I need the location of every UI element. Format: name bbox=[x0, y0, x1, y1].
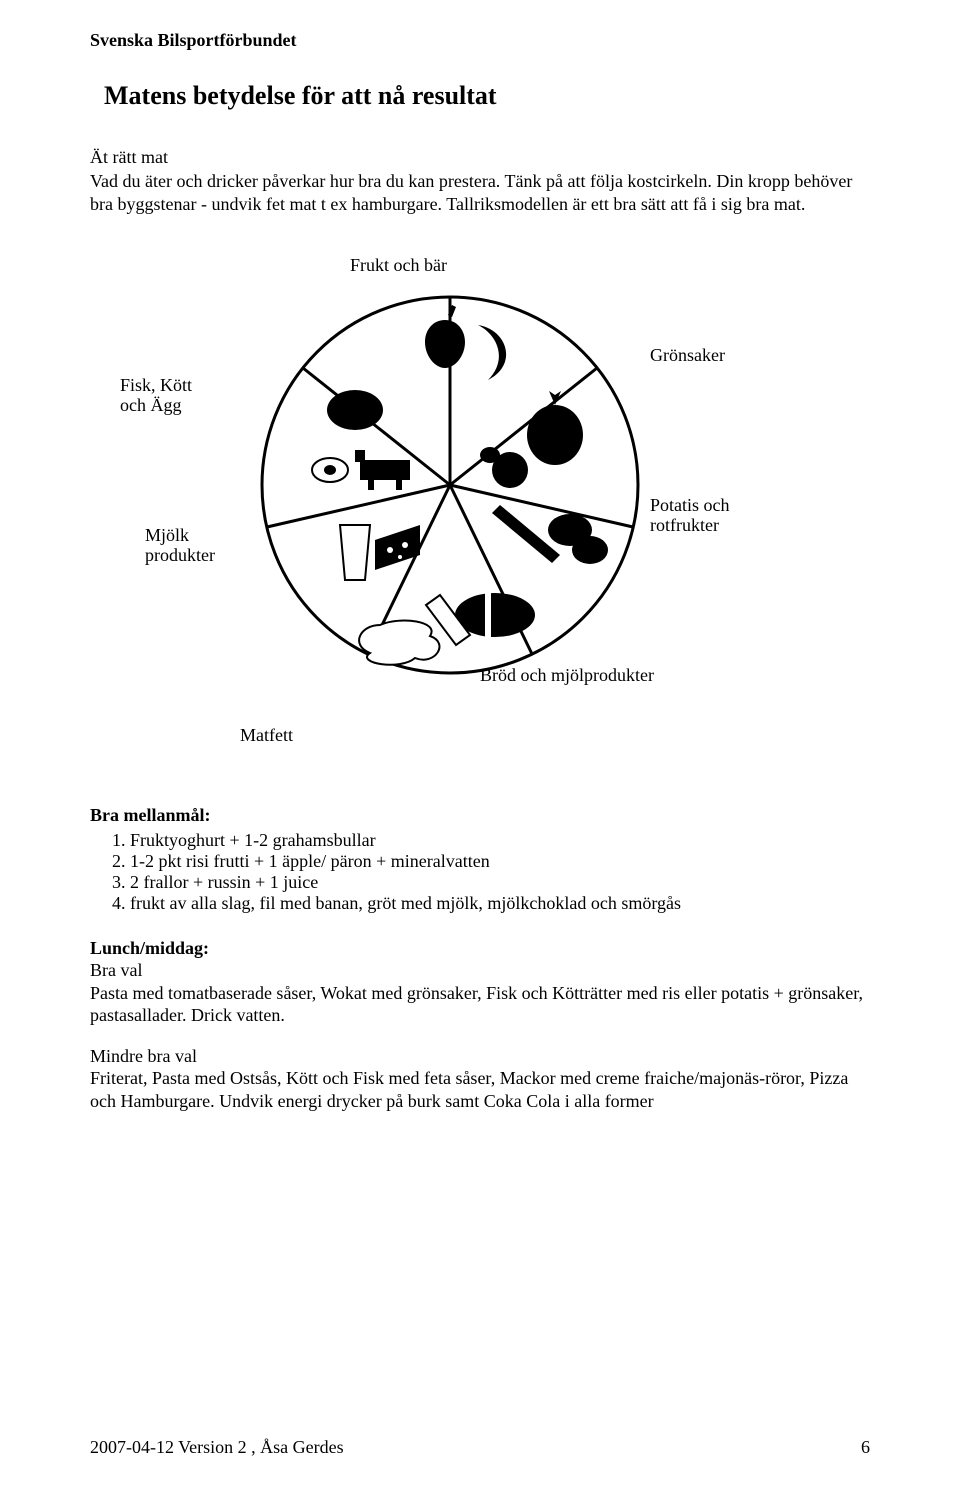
good-choice-text: Pasta med tomatbaserade såser, Wokat med… bbox=[90, 982, 870, 1027]
label-fat: Matfett bbox=[240, 725, 293, 746]
lunch-heading: Lunch/middag: bbox=[90, 938, 870, 959]
document-page: Svenska Bilsportförbundet Matens betydel… bbox=[0, 0, 960, 1486]
label-fish-1: Fisk, Kött bbox=[120, 375, 192, 396]
snacks-block: Bra mellanmål: Fruktyoghurt + 1-2 graham… bbox=[90, 805, 870, 914]
food-circle-svg bbox=[260, 295, 640, 675]
bad-choice-text: Friterat, Pasta med Ostsås, Kött och Fis… bbox=[90, 1067, 870, 1112]
snacks-heading: Bra mellanmål: bbox=[90, 805, 870, 826]
footer-page-number: 6 bbox=[861, 1437, 870, 1458]
footer-left: 2007-04-12 Version 2 , Åsa Gerdes bbox=[90, 1437, 344, 1458]
label-vegetables: Grönsaker bbox=[650, 345, 725, 366]
label-fruit: Frukt och bär bbox=[350, 255, 447, 276]
label-bread: Bröd och mjölprodukter bbox=[480, 665, 654, 686]
list-item: 2 frallor + russin + 1 juice bbox=[130, 872, 870, 893]
label-potato-1: Potatis och bbox=[650, 495, 730, 516]
label-milk-2: produkter bbox=[145, 545, 215, 566]
intro-heading: Ät rätt mat bbox=[90, 147, 870, 168]
label-milk-1: Mjölk bbox=[145, 525, 189, 546]
label-potato-2: rotfrukter bbox=[650, 515, 719, 536]
intro-block: Ät rätt mat Vad du äter och dricker påve… bbox=[90, 147, 870, 215]
list-item: frukt av alla slag, fil med banan, gröt … bbox=[130, 893, 870, 914]
lunch-block: Lunch/middag: Bra val Pasta med tomatbas… bbox=[90, 938, 870, 1112]
list-item: 1-2 pkt risi frutti + 1 äpple/ päron + m… bbox=[130, 851, 870, 872]
intro-text: Vad du äter och dricker påverkar hur bra… bbox=[90, 170, 870, 215]
page-footer: 2007-04-12 Version 2 , Åsa Gerdes 6 bbox=[90, 1437, 870, 1458]
list-item: Fruktyoghurt + 1-2 grahamsbullar bbox=[130, 830, 870, 851]
label-fish-2: och Ägg bbox=[120, 395, 182, 416]
food-circle-diagram: Frukt och bär Grönsaker Potatis och rotf… bbox=[90, 245, 810, 765]
good-choice-label: Bra val bbox=[90, 959, 870, 982]
snacks-list: Fruktyoghurt + 1-2 grahamsbullar 1-2 pkt… bbox=[90, 830, 870, 914]
organization-name: Svenska Bilsportförbundet bbox=[90, 30, 870, 51]
page-title: Matens betydelse för att nå resultat bbox=[104, 81, 870, 111]
bad-choice-label: Mindre bra val bbox=[90, 1045, 870, 1068]
